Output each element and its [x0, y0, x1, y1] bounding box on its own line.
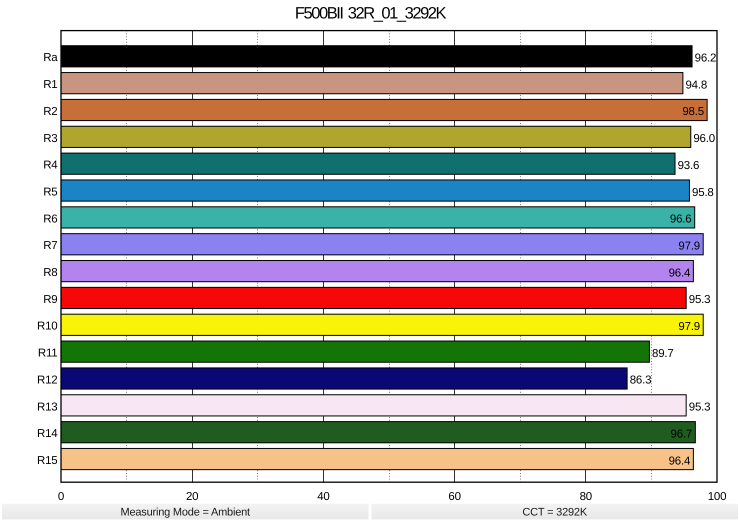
svg-text:0: 0 — [58, 491, 64, 503]
svg-text:R12: R12 — [37, 374, 58, 386]
svg-text:Ra: Ra — [43, 52, 58, 64]
svg-text:60: 60 — [448, 491, 460, 503]
svg-text:R4: R4 — [43, 160, 58, 172]
svg-text:97.9: 97.9 — [678, 321, 700, 333]
svg-text:96.4: 96.4 — [669, 267, 691, 279]
svg-text:R2: R2 — [43, 106, 57, 118]
svg-text:R3: R3 — [43, 133, 57, 145]
svg-text:R7: R7 — [43, 240, 57, 252]
svg-text:R15: R15 — [37, 455, 58, 467]
svg-text:96.2: 96.2 — [695, 53, 717, 65]
svg-text:100: 100 — [708, 491, 727, 503]
svg-text:93.6: 93.6 — [678, 160, 700, 172]
svg-text:R8: R8 — [43, 267, 57, 279]
svg-text:96.6: 96.6 — [670, 214, 692, 226]
svg-text:86.3: 86.3 — [630, 375, 652, 387]
svg-text:CCT = 3292K: CCT = 3292K — [522, 506, 587, 518]
svg-text:94.8: 94.8 — [685, 79, 707, 91]
svg-text:96.7: 96.7 — [671, 428, 693, 440]
svg-text:20: 20 — [186, 491, 198, 503]
svg-text:96.0: 96.0 — [693, 133, 715, 145]
svg-text:40: 40 — [317, 491, 329, 503]
svg-text:R1: R1 — [43, 79, 57, 91]
svg-text:95.8: 95.8 — [692, 187, 714, 199]
svg-text:98.5: 98.5 — [682, 106, 704, 118]
svg-text:R5: R5 — [43, 186, 57, 198]
svg-text:R10: R10 — [37, 321, 58, 333]
svg-text:R14: R14 — [37, 428, 58, 440]
svg-text:95.3: 95.3 — [689, 402, 711, 414]
svg-text:R9: R9 — [43, 294, 57, 306]
svg-text:R6: R6 — [43, 213, 57, 225]
svg-text:Measuring Mode = Ambient: Measuring Mode = Ambient — [120, 506, 250, 518]
svg-text:95.3: 95.3 — [689, 294, 711, 306]
svg-text:97.9: 97.9 — [678, 240, 700, 252]
svg-text:R11: R11 — [38, 348, 58, 360]
svg-text:F500BII 32R_01_3292K: F500BII 32R_01_3292K — [295, 4, 447, 22]
svg-text:89.7: 89.7 — [652, 348, 674, 360]
svg-text:R13: R13 — [37, 401, 58, 413]
svg-text:80: 80 — [580, 491, 592, 503]
svg-text:96.4: 96.4 — [669, 455, 691, 467]
